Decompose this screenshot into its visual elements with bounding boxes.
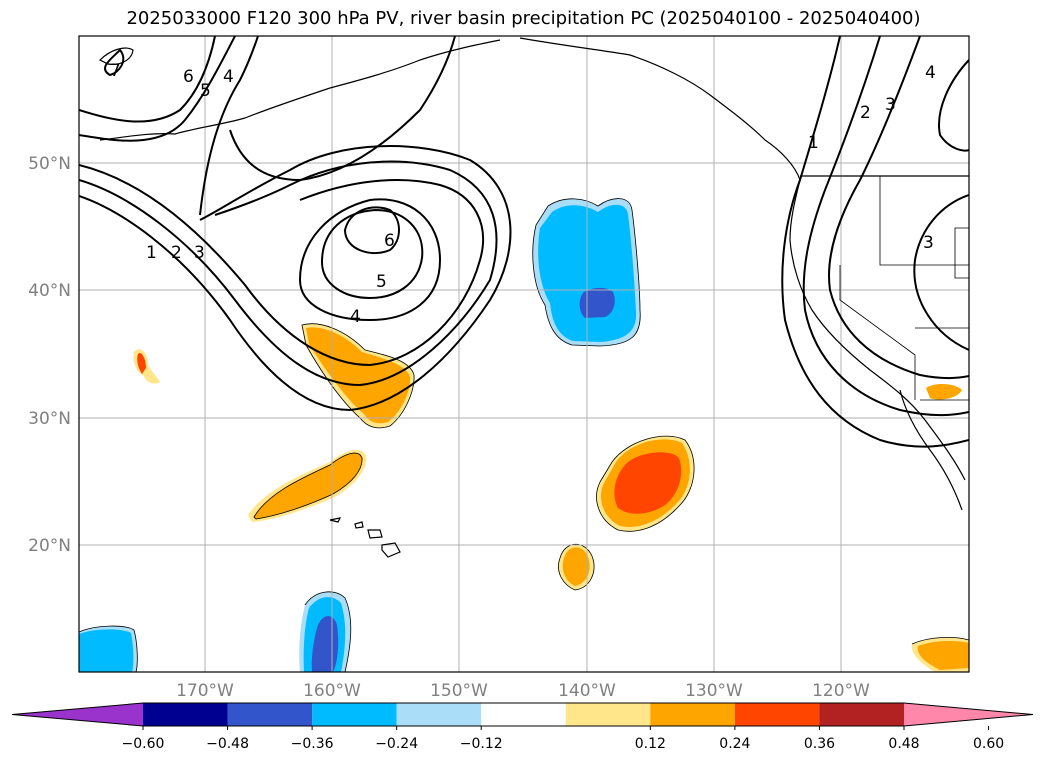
colorbar-extend-low xyxy=(12,703,143,726)
colorbar-box xyxy=(396,703,482,726)
lat-label: 30°N xyxy=(28,409,71,429)
colorbar: −0.60 −0.48 −0.36 −0.24 −0.12 0.12 0.24 0.36 0.4… xyxy=(11,702,1034,752)
latitude-labels: 50°N 40°N 30°N 20°N xyxy=(28,154,71,556)
precip-positive-strong-east xyxy=(614,452,682,514)
pv-label: 3 xyxy=(885,95,896,115)
colorbar-tick-label: −0.12 xyxy=(460,736,503,752)
colorbar-tick-label: 0.24 xyxy=(719,736,750,752)
lon-label: 120°W xyxy=(812,681,870,701)
pv-label: 3 xyxy=(923,233,934,253)
colorbar-box xyxy=(143,703,228,726)
pv-label: 2 xyxy=(171,243,182,263)
pv-contour-labels: 7 6 5 4 1 2 3 6 5 4 1 2 3 4 3 xyxy=(110,61,936,327)
colorbar-box xyxy=(819,703,904,726)
pv-label: 2 xyxy=(860,103,871,123)
lat-label: 20°N xyxy=(28,536,71,556)
precip-positive-far-west-core xyxy=(137,352,146,374)
lon-label: 160°W xyxy=(303,681,361,701)
coastlines xyxy=(98,37,969,558)
colorbar-box xyxy=(565,703,651,726)
pv-label: 4 xyxy=(925,63,936,83)
colorbar-tick-label: −0.36 xyxy=(291,736,334,752)
map-plot-area xyxy=(79,36,969,672)
pv-contours xyxy=(79,36,969,448)
colorbar-box xyxy=(481,703,566,726)
colorbar-tick-label: −0.60 xyxy=(122,736,165,752)
colorbar-box xyxy=(227,703,313,726)
precip-positive-se-medium xyxy=(917,641,969,670)
pv-label: 5 xyxy=(200,81,211,101)
colorbar-tick-label: 0.12 xyxy=(635,736,666,752)
colorbar-tick-label: 0.36 xyxy=(804,736,835,752)
precip-outlines xyxy=(79,198,969,672)
lon-label: 150°W xyxy=(430,681,488,701)
lon-label: 170°W xyxy=(176,681,234,701)
map-frame xyxy=(78,35,970,673)
lon-label: 130°W xyxy=(685,681,743,701)
colorbar-tick-label: −0.48 xyxy=(206,736,249,752)
pv-label: 4 xyxy=(223,67,234,87)
colorbar-box xyxy=(650,703,735,726)
pv-label: 1 xyxy=(808,133,819,153)
pv-label: 5 xyxy=(376,272,387,292)
precip-positive-medium-streak xyxy=(254,453,363,519)
pv-label: 4 xyxy=(350,307,361,327)
lon-label: 140°W xyxy=(558,681,616,701)
colorbar-box xyxy=(734,703,820,726)
pv-label: 6 xyxy=(384,231,395,251)
pv-label: 7 xyxy=(110,61,121,81)
colorbar-tick-label: 0.48 xyxy=(888,736,919,752)
precip-negative-strong xyxy=(579,287,615,318)
precip-positive-medium-small xyxy=(562,547,590,586)
precip-negative-medium-sw xyxy=(79,629,134,672)
lat-label: 40°N xyxy=(28,281,71,301)
pv-label: 3 xyxy=(194,243,205,263)
map-title: 2025033000 F120 300 hPa PV, river basin … xyxy=(126,8,921,29)
colorbar-tick-label: −0.24 xyxy=(375,736,418,752)
colorbar-tick-label: 0.60 xyxy=(973,736,1004,752)
pv-label: 6 xyxy=(183,67,194,87)
graticule xyxy=(79,36,969,672)
pv-label: 1 xyxy=(146,243,157,263)
lat-label: 50°N xyxy=(28,154,71,174)
longitude-labels: 170°W 160°W 150°W 140°W 130°W 120°W xyxy=(176,681,870,701)
colorbar-extend-high xyxy=(904,703,1033,726)
precip-positive-baja xyxy=(926,384,962,400)
colorbar-box xyxy=(312,703,397,726)
